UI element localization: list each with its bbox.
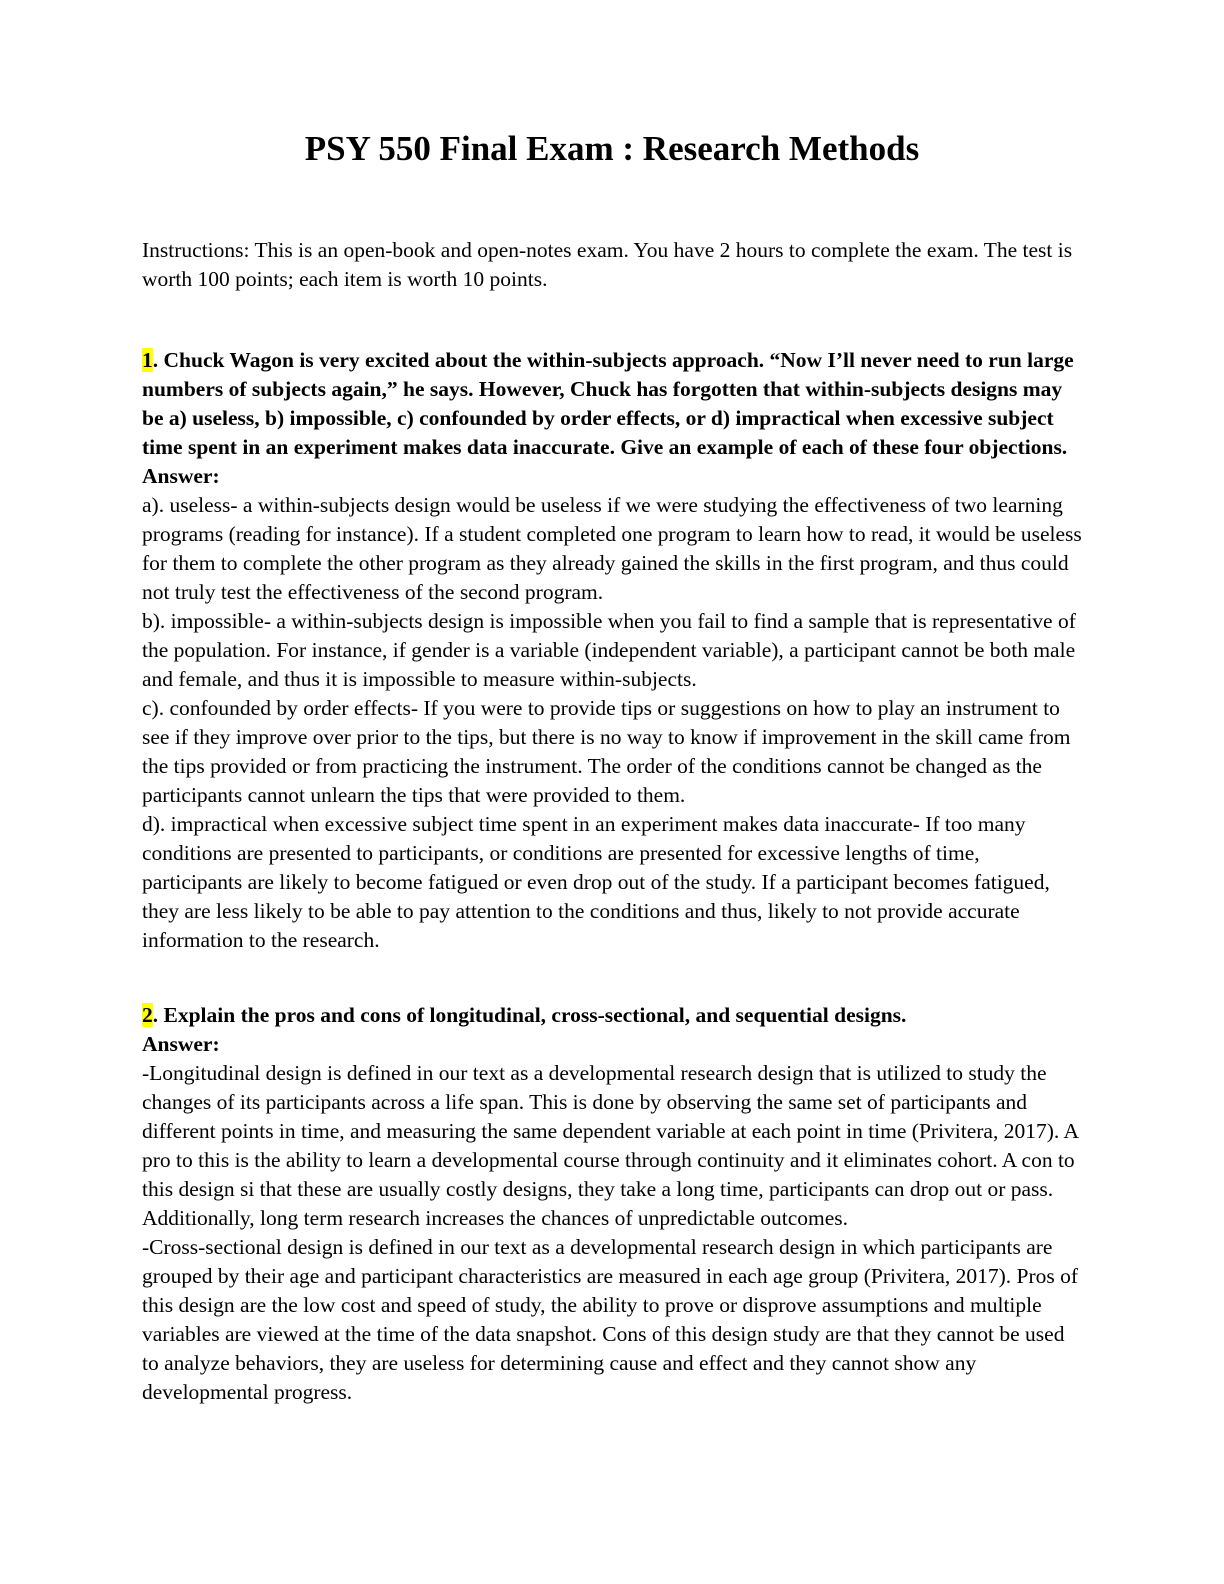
question-2: 2. Explain the pros and cons of longitud…	[142, 1001, 1082, 1030]
page-title: PSY 550 Final Exam : Research Methods	[304, 129, 920, 168]
question-2-answer-cross-sectional: -Cross-sectional design is defined in ou…	[142, 1235, 1079, 1404]
question-2-answer-longitudinal: -Longitudinal design is defined in our t…	[142, 1061, 1078, 1230]
question-1-text: Chuck Wagon is very excited about the wi…	[142, 348, 1074, 459]
question-1-section: 1. Chuck Wagon is very excited about the…	[142, 346, 1082, 955]
question-1: 1. Chuck Wagon is very excited about the…	[142, 346, 1082, 462]
question-2-text: Explain the pros and cons of longitudina…	[163, 1003, 907, 1027]
question-1-answer-c: c). confounded by order effects- If you …	[142, 696, 1071, 807]
question-1-answer-b: b). impossible- a within-subjects design…	[142, 609, 1076, 691]
question-1-answer-d: d). impractical when excessive subject t…	[142, 812, 1050, 952]
question-2-section: 2. Explain the pros and cons of longitud…	[142, 1001, 1082, 1407]
question-1-answer-a: a). useless- a within-subjects design wo…	[142, 493, 1082, 604]
question-2-answer-label: Answer:	[142, 1032, 220, 1056]
exam-instructions: Instructions: This is an open-book and o…	[142, 238, 1073, 291]
question-1-number-highlight: 1	[142, 348, 153, 372]
question-2-number-suffix: .	[152, 1003, 164, 1027]
question-1-answer-label: Answer:	[142, 464, 220, 488]
question-1-number-suffix: .	[152, 348, 164, 372]
question-2-number-highlight: 2	[142, 1003, 153, 1027]
